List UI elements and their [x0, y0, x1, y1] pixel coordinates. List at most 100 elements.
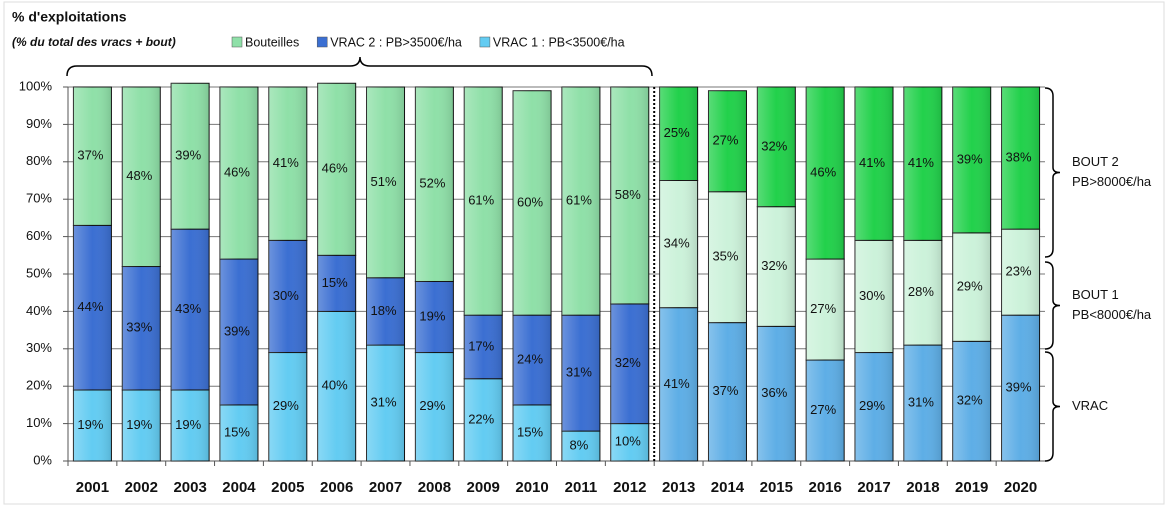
data-label: 22% [468, 411, 494, 426]
data-label: 51% [371, 174, 397, 189]
x-tick-label: 2012 [613, 479, 646, 496]
data-label: 10% [615, 434, 641, 449]
data-label: 19% [77, 417, 103, 432]
bar-shade [1001, 315, 1040, 461]
data-label: 15% [517, 424, 543, 439]
y-tick-label: 80% [26, 153, 52, 168]
x-tick-label: 2018 [906, 479, 939, 496]
bar-shade [1001, 229, 1040, 316]
data-label: 41% [859, 155, 885, 170]
data-label: 46% [224, 164, 250, 179]
data-label: 60% [517, 194, 543, 209]
x-tick-label: 2005 [271, 479, 304, 496]
x-tick-label: 2013 [662, 479, 695, 496]
legend-swatch [479, 36, 491, 48]
data-label: 31% [371, 394, 397, 409]
legend-label: VRAC 1 : PB<3500€/ha [493, 35, 625, 49]
bar-shade [219, 87, 258, 260]
bar-shade [708, 322, 747, 461]
bar-shade [952, 232, 991, 342]
data-label: 24% [517, 351, 543, 366]
bar-shade [122, 266, 161, 390]
bracket-label: BOUT 1 [1072, 287, 1119, 302]
data-label: 27% [712, 133, 738, 148]
bar-shade [903, 87, 942, 241]
bar-shade [464, 378, 503, 461]
x-tick-label: 2019 [955, 479, 988, 496]
data-label: 32% [761, 138, 787, 153]
frame [3, 1, 1165, 505]
x-tick-label: 2007 [369, 479, 402, 496]
data-label: 43% [175, 301, 201, 316]
y-tick-label: 40% [26, 303, 52, 318]
bar-shade [219, 259, 258, 405]
y-tick-label: 90% [26, 116, 52, 131]
data-label: 19% [175, 417, 201, 432]
bar-shade [561, 431, 600, 461]
data-label: 31% [566, 365, 592, 380]
data-label: 30% [273, 288, 299, 303]
data-label: 46% [322, 161, 348, 176]
x-tick-label: 2020 [1004, 479, 1037, 496]
bracket-label: VRAC [1072, 398, 1108, 413]
y-tick-label: 10% [26, 415, 52, 430]
data-label: 19% [126, 417, 152, 432]
data-label: 41% [273, 155, 299, 170]
y-tick-label: 70% [26, 191, 52, 206]
x-tick-label: 2014 [711, 479, 745, 496]
bracket-note: PB>8000€/ha [1072, 174, 1152, 189]
bar-shade [317, 83, 356, 256]
bar-shade [171, 83, 210, 230]
legend-swatch [231, 36, 243, 48]
x-tick-label: 2006 [320, 479, 353, 496]
x-tick-label: 2002 [125, 479, 158, 496]
bar-shade [952, 341, 991, 461]
bar-shade [610, 423, 649, 461]
x-tick-label: 2016 [808, 479, 841, 496]
bar-shade [415, 281, 454, 353]
bar-shade [415, 87, 454, 282]
x-tick-label: 2017 [857, 479, 890, 496]
bar-shade [171, 389, 210, 461]
data-label: 48% [126, 168, 152, 183]
x-tick-label: 2008 [418, 479, 451, 496]
y-tick-label: 30% [26, 340, 52, 355]
data-label: 46% [810, 164, 836, 179]
data-label: 18% [371, 303, 397, 318]
data-label: 41% [908, 155, 934, 170]
data-label: 61% [468, 193, 494, 208]
data-label: 23% [1006, 264, 1032, 279]
x-tick-label: 2001 [76, 479, 109, 496]
x-tick-label: 2015 [760, 479, 793, 496]
data-label: 52% [419, 176, 445, 191]
y-tick-label: 20% [26, 378, 52, 393]
data-label: 28% [908, 284, 934, 299]
bar-shade [171, 229, 210, 390]
data-label: 25% [664, 125, 690, 140]
data-label: 15% [322, 275, 348, 290]
data-label: 27% [810, 402, 836, 417]
x-tick-label: 2003 [173, 479, 206, 496]
bar-shade [513, 404, 552, 461]
data-label: 15% [224, 424, 250, 439]
x-tick-label: 2009 [467, 479, 500, 496]
right-bracket [1044, 261, 1061, 350]
bar-shade [757, 326, 796, 461]
bar-shade [317, 311, 356, 461]
data-label: 39% [175, 148, 201, 163]
bar-shade [513, 90, 552, 316]
data-label: 58% [615, 187, 641, 202]
bar-shade [464, 315, 503, 379]
bar-shade [806, 87, 845, 260]
data-label: 29% [957, 279, 983, 294]
bar-shade [464, 87, 503, 316]
data-label: 39% [224, 323, 250, 338]
legend-label: Bouteilles [245, 35, 299, 49]
data-label: 61% [566, 193, 592, 208]
data-label: 39% [1006, 380, 1032, 395]
bar-shade [122, 389, 161, 461]
bar-shade [268, 240, 307, 353]
data-label: 8% [570, 437, 589, 452]
bar-shade [708, 90, 747, 192]
